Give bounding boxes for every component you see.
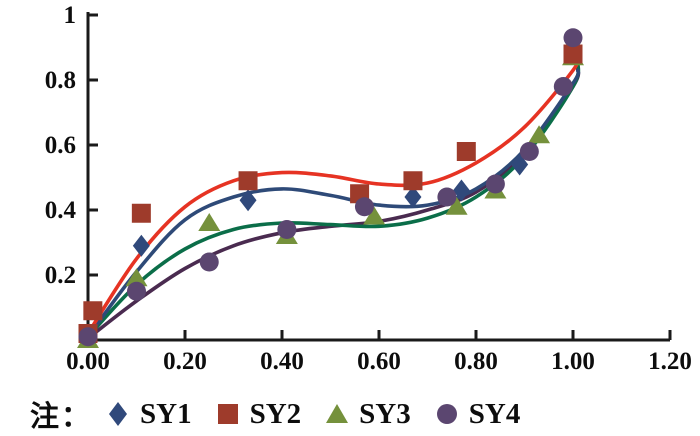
data-point-sy3 xyxy=(198,213,221,231)
legend: 注： SY1 SY2 SY3 SY4 xyxy=(30,392,544,436)
legend-label-sy3: SY3 xyxy=(359,397,411,430)
data-point-sy4 xyxy=(199,252,219,272)
data-point-sy4 xyxy=(485,174,505,194)
legend-item-sy1: SY1 xyxy=(106,397,192,430)
data-point-sy4 xyxy=(563,28,583,48)
triangle-icon xyxy=(326,404,349,423)
x-tick-label: 0.20 xyxy=(163,348,207,375)
square-icon xyxy=(217,404,238,424)
data-point-sy2 xyxy=(456,142,476,161)
legend-label-sy1: SY1 xyxy=(140,397,192,430)
legend-item-sy3: SY3 xyxy=(325,397,411,430)
data-point-sy1 xyxy=(132,234,150,257)
legend-item-sy4: SY4 xyxy=(435,397,521,430)
trend-curve-sy3 xyxy=(86,60,581,339)
x-tick-label: 1.20 xyxy=(648,348,692,375)
data-point-sy3 xyxy=(528,125,551,144)
data-point-sy4 xyxy=(437,187,457,207)
data-point-sy4 xyxy=(519,142,539,161)
chart-area: 0.00 0.20 0.40 0.60 0.80 1.00 1.20 0.2 0.4 0.6 0.8… xyxy=(45,2,692,375)
legend-item-sy2: SY2 xyxy=(216,397,302,430)
trend-curve-sy2 xyxy=(86,53,581,336)
data-point-sy2 xyxy=(403,171,423,191)
data-point-sy4 xyxy=(277,220,297,239)
data-point-sy1 xyxy=(404,186,422,208)
data-point-sy3 xyxy=(125,268,148,287)
x-tick-label: 0.40 xyxy=(260,348,304,375)
data-point-sy2 xyxy=(83,301,103,321)
data-point-sy2 xyxy=(131,203,151,223)
x-tick-label: 0.60 xyxy=(357,348,401,375)
data-point-sy4 xyxy=(553,77,573,96)
x-tick-label: 0.80 xyxy=(454,348,498,375)
circle-icon xyxy=(436,404,457,424)
legend-note-label: 注： xyxy=(30,401,93,433)
data-point-sy4 xyxy=(78,327,98,347)
y-tick-label: 1 xyxy=(64,2,77,29)
data-point-sy1 xyxy=(452,179,470,202)
diamond-icon xyxy=(109,402,128,426)
data-point-sy3 xyxy=(363,206,386,225)
trend-curve-sy1 xyxy=(86,68,581,339)
y-tick-label: 0.2 xyxy=(45,262,76,289)
data-point-sy4 xyxy=(127,281,146,301)
y-tick-label: 0.8 xyxy=(45,67,76,94)
data-point-sy2 xyxy=(563,44,583,64)
x-tick-label: 0.00 xyxy=(66,348,110,375)
data-point-sy2 xyxy=(238,171,258,191)
chart-svg: 0.00 0.20 0.40 0.60 0.80 1.00 1.20 0.2 0.4 0.6 0.8… xyxy=(45,2,692,375)
legend-label-sy2: SY2 xyxy=(249,397,302,430)
y-tick-label: 0.4 xyxy=(45,197,77,224)
legend-label-sy4: SY4 xyxy=(468,397,521,430)
x-tick-label: 1.00 xyxy=(551,348,595,375)
data-point-sy4 xyxy=(354,197,374,217)
data-point-sy3 xyxy=(445,196,468,215)
data-point-sy1 xyxy=(239,189,257,212)
y-tick-label: 0.6 xyxy=(45,132,76,159)
trend-curve-sy4 xyxy=(86,66,581,341)
